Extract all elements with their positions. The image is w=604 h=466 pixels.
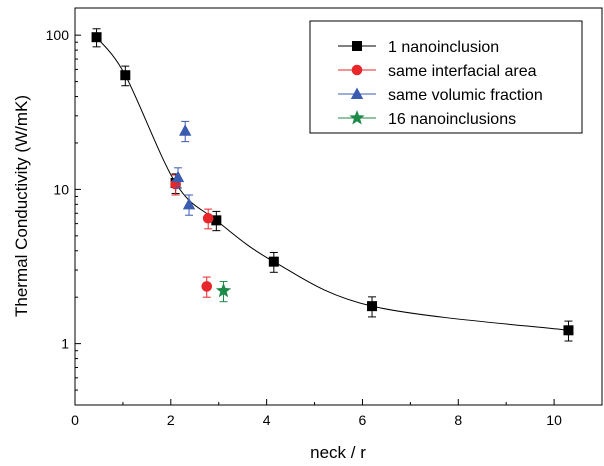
plot-frame — [74, 7, 603, 406]
data-point-square — [91, 32, 102, 43]
data-point-square — [120, 70, 131, 81]
data-point-circle — [201, 281, 213, 292]
y-tick-label: 100 — [46, 27, 70, 43]
legend-label: same interfacial area — [388, 63, 537, 80]
legend-marker-triangle — [350, 87, 364, 99]
data-point-square — [563, 325, 574, 336]
data-point-star — [215, 282, 232, 298]
legend-marker-circle — [351, 64, 363, 76]
legend-box — [309, 20, 583, 134]
x-axis-label: neck / r — [310, 443, 366, 462]
x-tick-label: 2 — [167, 412, 175, 428]
data-point-square — [268, 256, 279, 267]
data-point-triangle — [178, 124, 192, 136]
data-marks — [91, 28, 574, 342]
y-axis-label: Thermal Conductivity (W/mK) — [12, 95, 31, 317]
y-tick-label: 10 — [53, 181, 69, 197]
chart-legend: 1 nanoinclusion same interfacial area same… — [309, 20, 583, 134]
x-tick-label: 8 — [454, 412, 462, 428]
trend-curves — [96, 36, 569, 331]
axis-ticks: 0 2 4 6 8 10 1 10 100 — [46, 27, 562, 428]
legend-label: 1 nanoinclusion — [388, 39, 499, 56]
x-tick-label: 4 — [263, 412, 271, 428]
series-curve — [96, 36, 569, 331]
data-point-square — [211, 215, 222, 226]
legend-label: same volumic fraction — [388, 87, 543, 104]
x-tick-label: 0 — [71, 412, 79, 428]
x-tick-label: 10 — [546, 412, 562, 428]
y-tick-label: 1 — [61, 336, 69, 352]
legend-marker-square — [352, 41, 362, 51]
data-point-square — [367, 301, 378, 312]
data-point-triangle — [171, 170, 185, 183]
data-point-circle — [202, 212, 214, 224]
legend-marker-star — [349, 110, 365, 125]
legend-label: 16 nanoinclusions — [388, 111, 516, 128]
x-tick-label: 6 — [359, 412, 367, 428]
data-point-triangle — [182, 197, 196, 210]
